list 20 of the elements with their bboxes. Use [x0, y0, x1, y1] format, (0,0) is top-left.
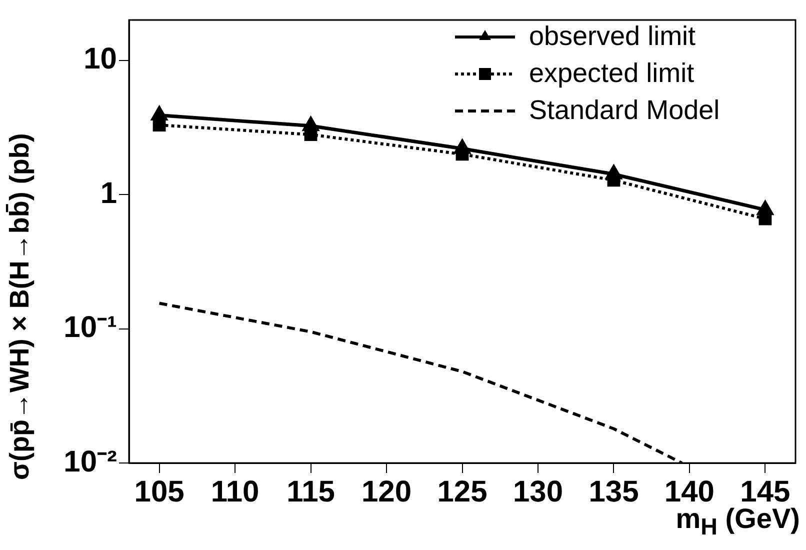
- x-tick-label: 105: [134, 475, 184, 508]
- legend-label: expected limit: [529, 58, 694, 89]
- y-tick-label: 10⁻¹: [64, 311, 118, 344]
- y-tick-label: 10⁻²: [64, 445, 118, 478]
- x-tick-label: 135: [588, 475, 639, 508]
- legend-label: Standard Model: [529, 95, 720, 126]
- x-tick-label: 120: [361, 475, 412, 508]
- point: [151, 106, 168, 121]
- legend-label: observed limit: [529, 21, 696, 52]
- point: [757, 201, 774, 216]
- point: [606, 165, 622, 180]
- point: [302, 117, 319, 132]
- x-tick-label: 130: [512, 475, 564, 508]
- y-tick-label: 1: [100, 176, 117, 210]
- y-axis-title: σ(pp̄→WH)×B(H→bb̄) (pb): [4, 133, 36, 480]
- x-tick-label: 115: [286, 475, 335, 508]
- x-tick-label: 125: [437, 475, 488, 508]
- point: [454, 140, 470, 154]
- x-tick-label: 110: [210, 475, 260, 508]
- y-tick-label: 10: [84, 42, 117, 76]
